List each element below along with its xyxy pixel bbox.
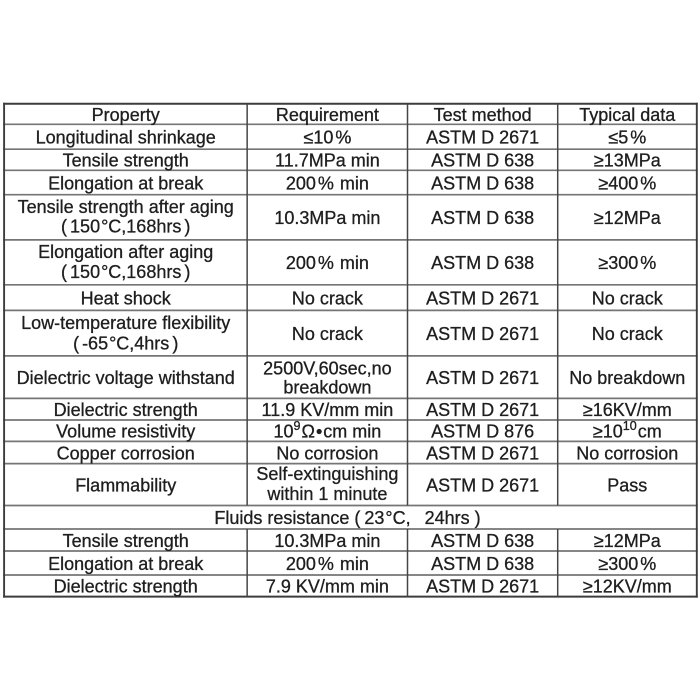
svg-text:7.9 KV/mm min: 7.9 KV/mm min: [266, 577, 389, 597]
svg-text:Test method: Test method: [434, 105, 532, 125]
svg-text:(-65°C,4hrs): (-65°C,4hrs): [73, 334, 178, 354]
svg-text:No corrosion: No corrosion: [276, 443, 378, 463]
svg-text:ASTM D 2671: ASTM D 2671: [426, 577, 539, 597]
svg-text:No corrosion: No corrosion: [576, 443, 678, 463]
svg-text:ASTM D 876: ASTM D 876: [431, 422, 534, 442]
svg-text:Volume resistivity: Volume resistivity: [56, 422, 195, 442]
svg-text:Elongation after aging: Elongation after aging: [38, 242, 213, 262]
svg-text:≥300%: ≥300%: [598, 554, 656, 574]
svg-text:10.3MPa min: 10.3MPa min: [274, 531, 380, 551]
svg-text:(150°C,168hrs): (150°C,168hrs): [61, 217, 190, 237]
svg-text:≥12MPa: ≥12MPa: [594, 531, 662, 551]
svg-text:≥16KV/mm: ≥16KV/mm: [583, 400, 672, 420]
svg-text:200% min: 200% min: [286, 554, 369, 574]
svg-text:Low-temperature flexibility: Low-temperature flexibility: [21, 313, 230, 333]
svg-text:ASTM D 638: ASTM D 638: [431, 173, 534, 193]
svg-text:within 1 minute: within 1 minute: [266, 484, 387, 504]
svg-text:ASTM D 2671: ASTM D 2671: [426, 324, 539, 344]
svg-text:Elongation at break: Elongation at break: [48, 554, 204, 574]
svg-text:Fluids resistance(23°C, 24hrs): Fluids resistance(23°C, 24hrs): [214, 508, 480, 528]
svg-text:Heat shock: Heat shock: [81, 288, 172, 308]
svg-text:No crack: No crack: [292, 288, 364, 308]
svg-text:109Ω•cm min: 109Ω•cm min: [274, 419, 382, 442]
svg-text:≤10%: ≤10%: [303, 128, 351, 148]
svg-text:ASTM D 2671: ASTM D 2671: [426, 443, 539, 463]
svg-text:Dielectric strength: Dielectric strength: [54, 577, 198, 597]
svg-text:ASTM D 638: ASTM D 638: [431, 253, 534, 273]
svg-text:Dielectric strength: Dielectric strength: [54, 400, 198, 420]
svg-text:Dielectric voltage withstand: Dielectric voltage withstand: [17, 368, 235, 388]
svg-text:11.9 KV/mm min: 11.9 KV/mm min: [262, 400, 394, 420]
svg-text:≤5%: ≤5%: [608, 128, 646, 148]
svg-text:ASTM D 2671: ASTM D 2671: [426, 368, 539, 388]
svg-text:ASTM D 2671: ASTM D 2671: [426, 475, 539, 495]
svg-text:Copper corrosion: Copper corrosion: [57, 443, 195, 463]
svg-text:Tensile strength: Tensile strength: [63, 531, 189, 551]
svg-text:No crack: No crack: [592, 288, 664, 308]
svg-text:No crack: No crack: [592, 324, 664, 344]
svg-text:Longitudinal shrinkage: Longitudinal shrinkage: [36, 128, 216, 148]
svg-text:(150°C,168hrs): (150°C,168hrs): [61, 262, 190, 282]
svg-text:No crack: No crack: [292, 324, 364, 344]
svg-text:Tensile strength: Tensile strength: [63, 151, 189, 171]
svg-text:Elongation at break: Elongation at break: [48, 173, 204, 193]
svg-text:200% min: 200% min: [286, 173, 369, 193]
svg-text:≥400%: ≥400%: [598, 173, 656, 193]
svg-text:Flammability: Flammability: [75, 475, 176, 495]
svg-text:≥12KV/mm: ≥12KV/mm: [583, 577, 672, 597]
svg-text:No breakdown: No breakdown: [569, 368, 685, 388]
svg-text:≥300%: ≥300%: [598, 253, 656, 273]
svg-text:ASTM D 2671: ASTM D 2671: [426, 128, 539, 148]
svg-text:Typical data: Typical data: [579, 105, 676, 125]
svg-text:Self-extinguishing: Self-extinguishing: [256, 464, 398, 484]
svg-text:11.7MPa min: 11.7MPa min: [275, 151, 380, 171]
svg-text:ASTM D 2671: ASTM D 2671: [426, 400, 539, 420]
svg-text:ASTM D 2671: ASTM D 2671: [426, 288, 539, 308]
svg-text:ASTM D 638: ASTM D 638: [431, 531, 534, 551]
svg-text:2500V,60sec,no: 2500V,60sec,no: [263, 358, 391, 378]
svg-text:200% min: 200% min: [286, 253, 369, 273]
svg-text:10.3MPa min: 10.3MPa min: [274, 208, 380, 228]
svg-text:≥13MPa: ≥13MPa: [594, 151, 662, 171]
svg-text:ASTM D 638: ASTM D 638: [431, 151, 534, 171]
svg-text:≥1010cm: ≥1010cm: [593, 419, 662, 442]
svg-text:Requirement: Requirement: [276, 105, 379, 125]
svg-text:breakdown: breakdown: [283, 377, 371, 397]
svg-text:Pass: Pass: [607, 475, 647, 495]
svg-text:Tensile strength after aging: Tensile strength after aging: [18, 197, 234, 217]
svg-text:ASTM D 638: ASTM D 638: [431, 208, 534, 228]
svg-text:≥12MPa: ≥12MPa: [594, 208, 662, 228]
svg-text:Property: Property: [92, 105, 160, 125]
svg-text:ASTM D 638: ASTM D 638: [431, 554, 534, 574]
